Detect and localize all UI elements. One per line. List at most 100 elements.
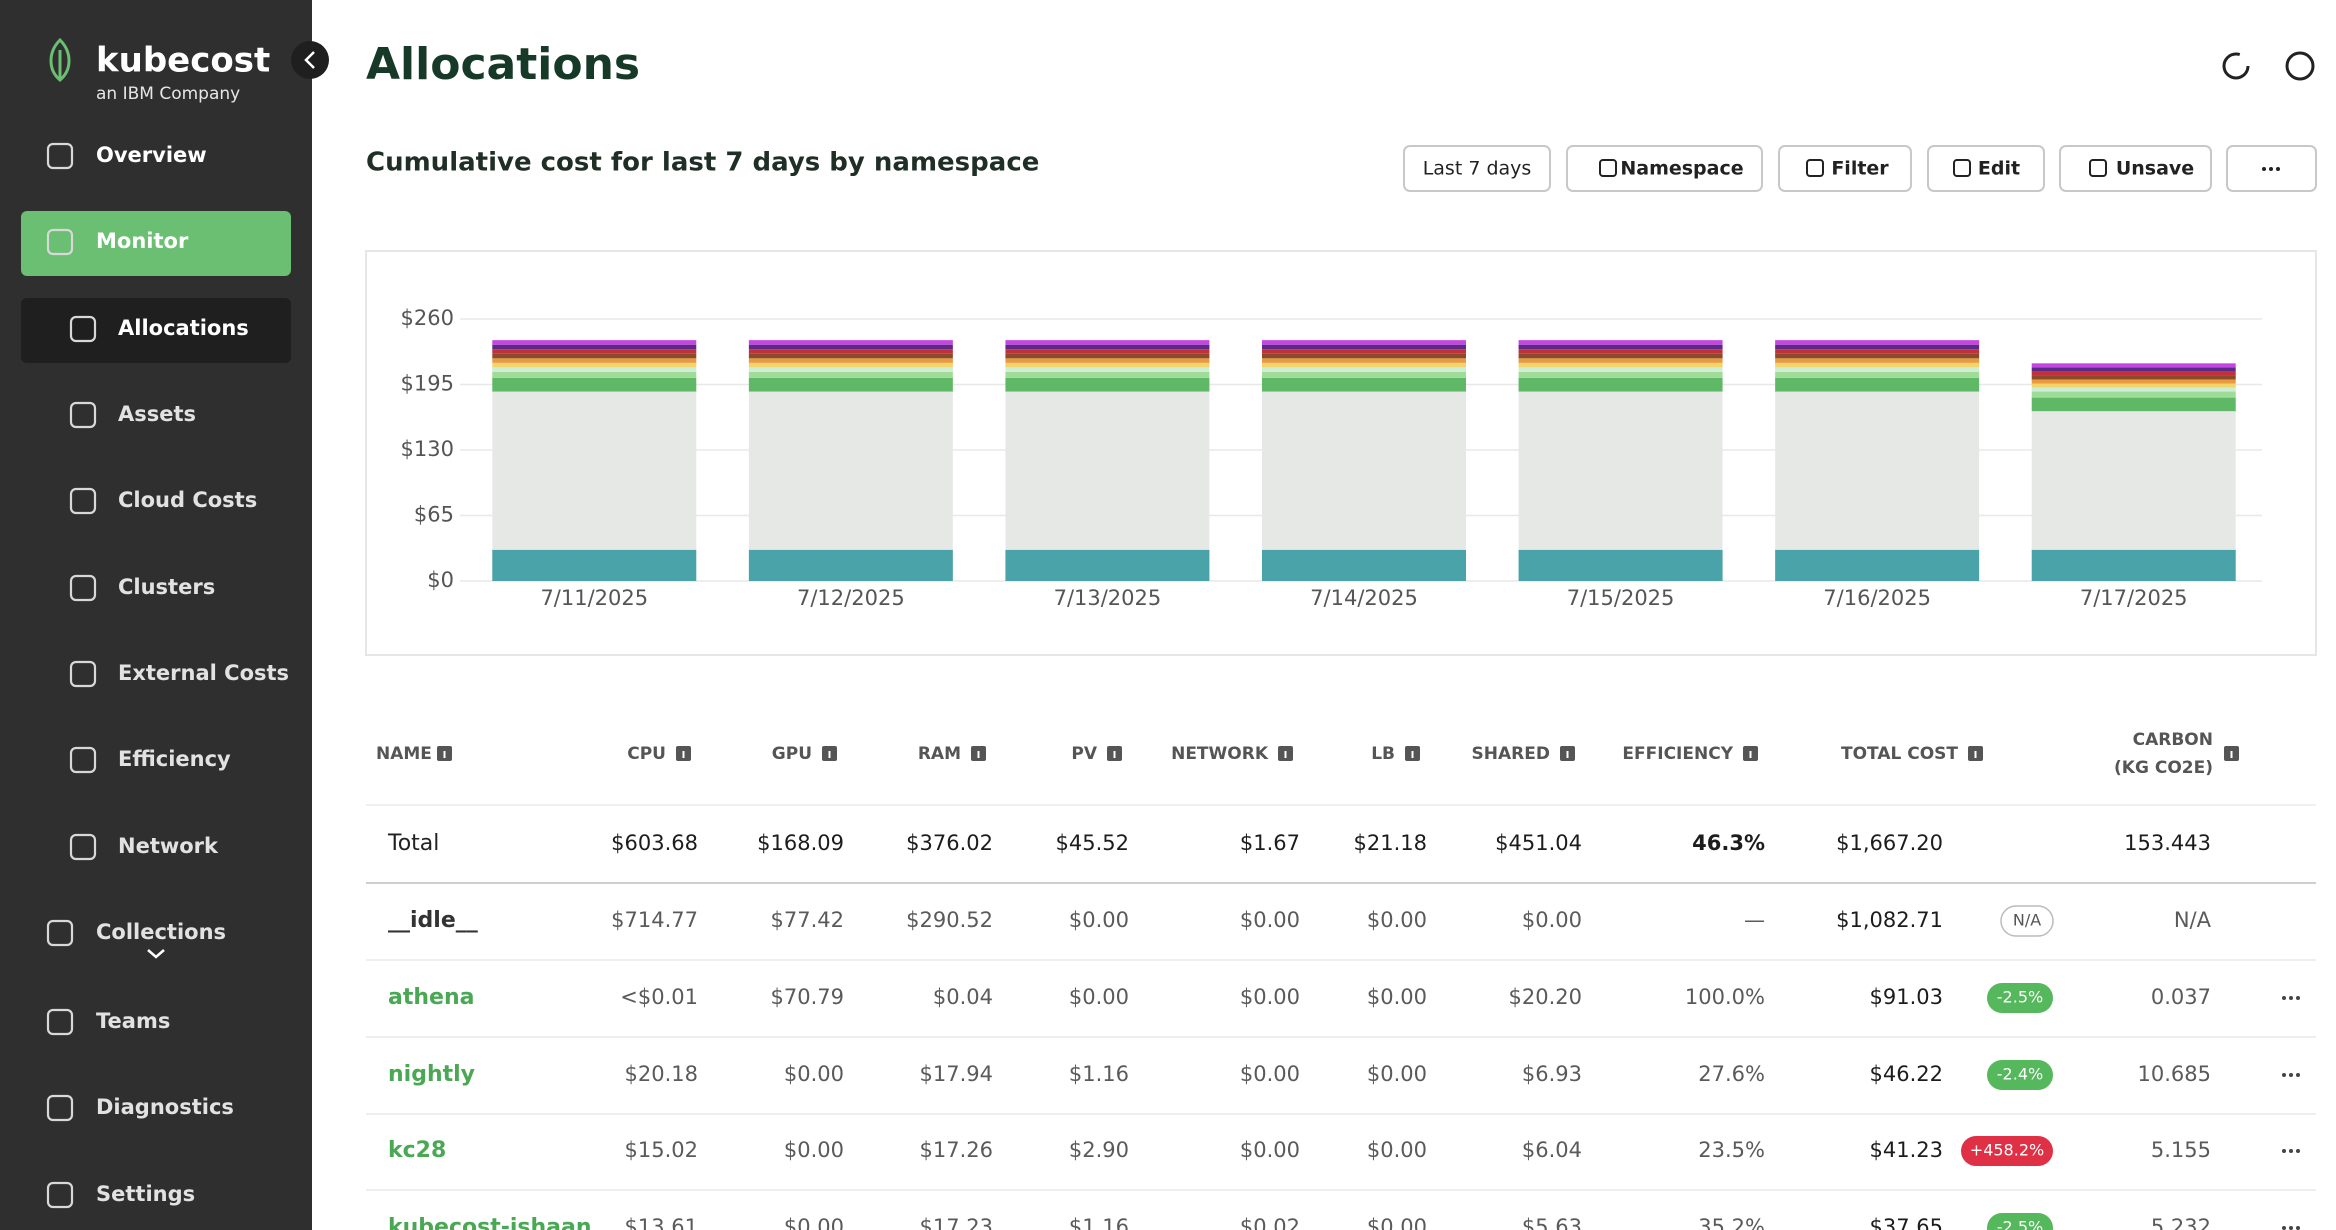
bar-segment[interactable] [1775,358,1980,363]
bar-segment[interactable] [2031,387,2236,392]
bar-segment[interactable] [748,340,953,345]
row-name[interactable]: kc28 [388,1138,446,1163]
bar-segment[interactable] [1262,344,1466,350]
nav-item[interactable]: Cloud Costs [118,488,257,512]
bar-segment[interactable] [2031,383,2236,388]
bar-segment[interactable] [2031,371,2236,376]
bar-segment[interactable] [2031,375,2236,380]
toolbar-button[interactable] [1566,145,1763,192]
button-label[interactable]: Last 7 days [1423,158,1532,180]
bar-segment[interactable] [1262,391,1466,550]
bar-segment[interactable] [748,377,953,392]
row-menu-dot[interactable] [2289,1149,2293,1153]
row-name[interactable]: athena [388,985,474,1010]
bar-segment[interactable] [1518,340,1723,345]
row-menu-dot[interactable] [2296,996,2300,1000]
row-menu-dot[interactable] [2289,1073,2293,1077]
bar-segment[interactable] [492,367,697,372]
bar-segment[interactable] [1518,371,1723,378]
row-menu-dot[interactable] [2282,1226,2286,1230]
bar-segment[interactable] [492,353,697,359]
refresh-icon[interactable] [2222,52,2250,80]
bar-segment[interactable] [1005,367,1210,372]
row-menu-dot[interactable] [2289,1226,2293,1230]
bar-segment[interactable] [1775,349,1980,354]
bar-segment[interactable] [748,349,953,354]
nav-active-group[interactable] [21,211,291,276]
bar-segment[interactable] [748,391,953,550]
toolbar-button[interactable] [1403,145,1551,192]
bar-segment[interactable] [1775,344,1980,350]
bar-segment[interactable] [492,377,697,392]
bar-segment[interactable] [1005,362,1210,368]
collapse-button[interactable] [291,41,329,79]
bar-segment[interactable] [748,362,953,368]
button-label[interactable]: Unsave [2116,158,2194,180]
button-label[interactable]: Namespace [1620,158,1743,180]
bar-segment[interactable] [1005,344,1210,350]
nav-item[interactable]: Collections [96,920,226,944]
bar-segment[interactable] [1262,349,1466,354]
row-name[interactable]: kubecost-ishaan [388,1215,592,1230]
toolbar-button[interactable] [1778,145,1912,192]
bar-segment[interactable] [1518,391,1723,550]
toolbar-button[interactable] [1927,145,2045,192]
help-icon[interactable] [2285,51,2315,81]
nav-item[interactable]: Overview [96,143,207,167]
bar-segment[interactable] [748,371,953,378]
bar-segment[interactable] [1775,353,1980,359]
bar-segment[interactable] [492,391,697,550]
bar-segment[interactable] [1005,340,1210,345]
nav-item[interactable]: Network [118,834,219,858]
bar-segment[interactable] [1262,377,1466,392]
bar-segment[interactable] [748,549,953,581]
bar-segment[interactable] [1005,377,1210,392]
row-menu-dot[interactable] [2282,996,2286,1000]
row-menu-dot[interactable] [2296,1073,2300,1077]
toolbar-button[interactable] [2059,145,2212,192]
bar-segment[interactable] [1775,367,1980,372]
nav-item[interactable]: Assets [118,402,196,426]
bar-segment[interactable] [492,344,697,350]
bar-segment[interactable] [1518,353,1723,359]
bar-segment[interactable] [1518,362,1723,368]
bar-segment[interactable] [492,358,697,363]
bar-segment[interactable] [2031,411,2236,550]
bar-segment[interactable] [1005,349,1210,354]
bar-segment[interactable] [1005,353,1210,359]
bar-segment[interactable] [1005,391,1210,550]
bar-segment[interactable] [1262,358,1466,363]
nav-item[interactable]: Clusters [118,575,215,599]
bar-segment[interactable] [492,340,697,345]
bar-segment[interactable] [2031,367,2236,372]
bar-segment[interactable] [1262,362,1466,368]
bar-segment[interactable] [1005,371,1210,378]
row-menu-dot[interactable] [2296,1149,2300,1153]
bar-segment[interactable] [492,349,697,354]
bar-segment[interactable] [1775,391,1980,550]
row-menu-dot[interactable] [2282,1149,2286,1153]
bar-segment[interactable] [1775,371,1980,378]
bar-segment[interactable] [492,549,697,581]
button-label[interactable]: Filter [1831,158,1889,180]
bar-segment[interactable] [748,344,953,350]
row-menu-dot[interactable] [2296,1226,2300,1230]
bar-segment[interactable] [1518,549,1723,581]
bar-segment[interactable] [2031,391,2236,398]
bar-segment[interactable] [1518,349,1723,354]
nav-item[interactable]: External Costs [118,661,289,685]
nav-item[interactable]: Allocations [118,316,249,340]
nav-item[interactable]: Settings [96,1182,195,1206]
nav-item[interactable]: Diagnostics [96,1095,234,1119]
nav-active-item[interactable] [21,298,291,363]
bar-segment[interactable] [2031,379,2236,384]
bar-segment[interactable] [1518,367,1723,372]
bar-segment[interactable] [1262,371,1466,378]
bar-segment[interactable] [1005,358,1210,363]
row-name[interactable]: nightly [388,1062,475,1087]
bar-segment[interactable] [2031,363,2236,368]
button-label[interactable]: Edit [1978,158,2020,180]
bar-segment[interactable] [748,353,953,359]
row-menu-dot[interactable] [2282,1073,2286,1077]
bar-segment[interactable] [1262,340,1466,345]
